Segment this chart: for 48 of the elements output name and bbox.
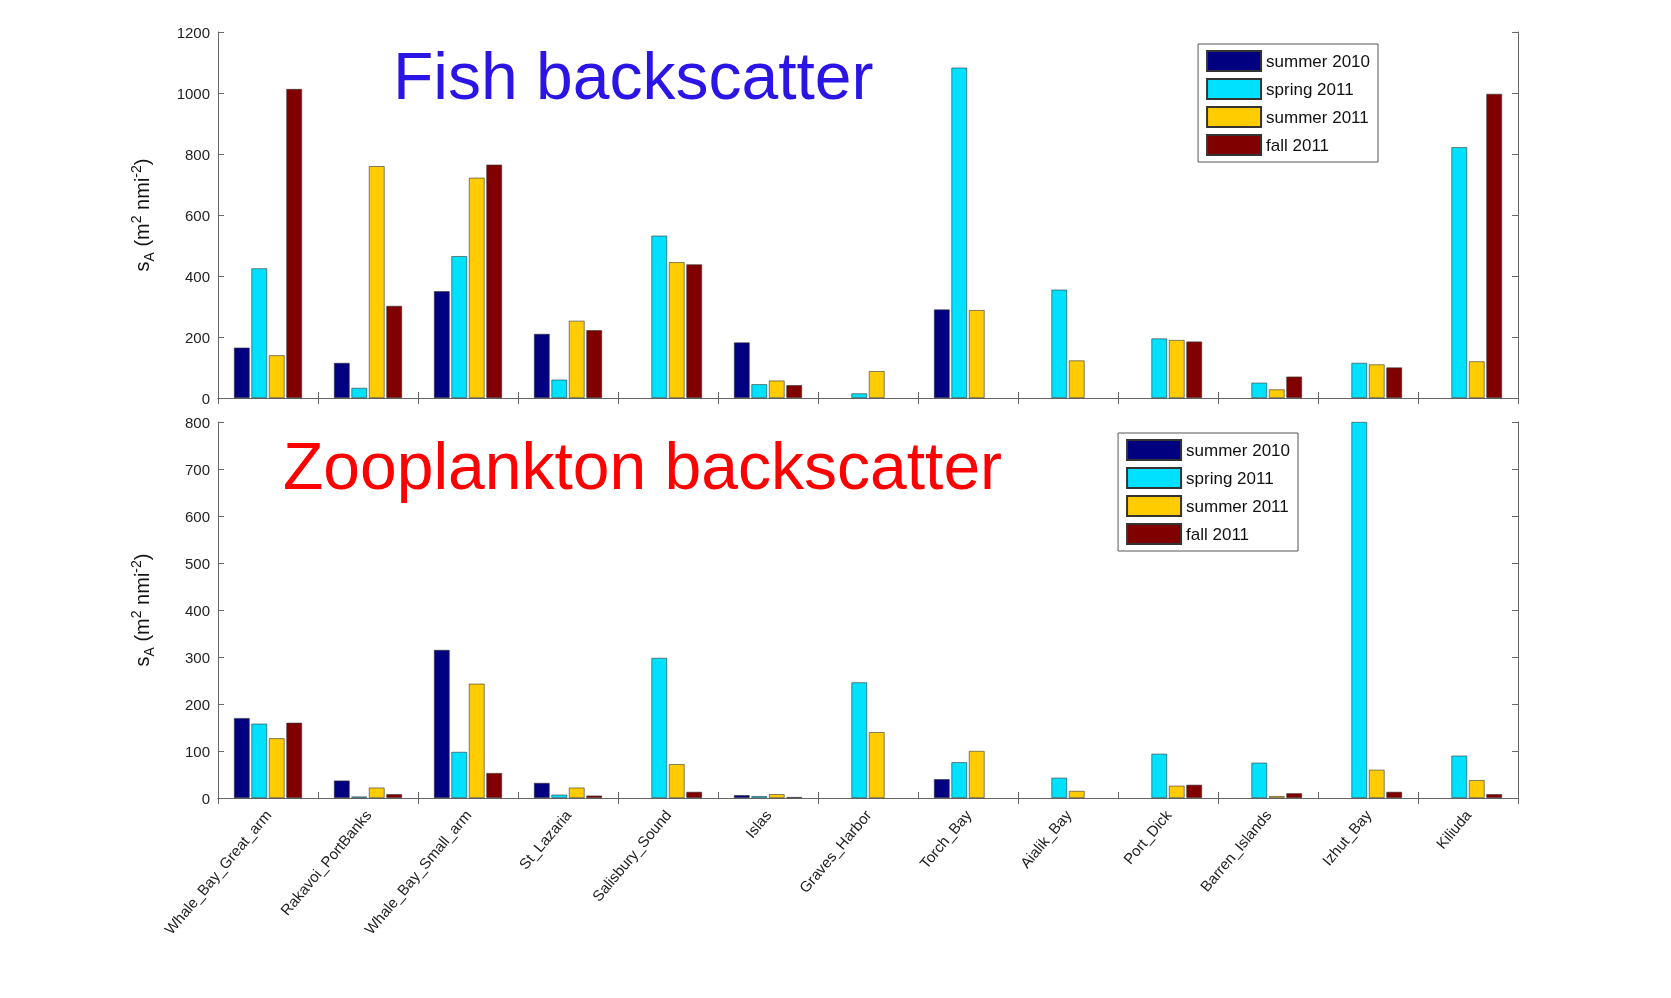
bar xyxy=(1051,289,1068,398)
y-axis-title: sA (m2 nmi-2) xyxy=(128,158,157,272)
y-tick-label: 800 xyxy=(184,413,210,431)
legend-label: summer 2011 xyxy=(1266,107,1369,127)
legend-label: summer 2010 xyxy=(1186,440,1290,460)
legend-label: spring 2011 xyxy=(1186,468,1274,488)
y-tick-label: 1200 xyxy=(176,23,210,41)
bar xyxy=(651,657,668,798)
chart-title: Fish backscatter xyxy=(393,39,874,113)
legend-label: spring 2011 xyxy=(1266,79,1354,99)
bar xyxy=(1251,382,1268,398)
bar xyxy=(851,682,868,798)
legend-label: fall 2011 xyxy=(1186,524,1250,544)
y-tick-label: 0 xyxy=(201,389,210,407)
bar xyxy=(1351,362,1368,398)
legend-label: summer 2010 xyxy=(1266,51,1370,71)
bar xyxy=(1251,762,1268,798)
bar xyxy=(851,393,868,398)
y-tick-label: 100 xyxy=(184,742,210,760)
y-axis-title: sA (m2 nmi-2) xyxy=(128,553,157,667)
bar xyxy=(1151,338,1168,398)
bar xyxy=(868,732,885,798)
y-tick-label: 400 xyxy=(184,601,210,619)
y-tick-label: 400 xyxy=(184,267,210,285)
bar xyxy=(1351,422,1368,798)
bar xyxy=(1451,147,1468,398)
bar xyxy=(1451,755,1468,798)
bar xyxy=(651,235,668,398)
bar xyxy=(968,310,985,398)
bar xyxy=(1051,777,1068,798)
legend-label: fall 2011 xyxy=(1266,135,1330,155)
y-tick-label: 300 xyxy=(184,648,210,666)
legend-label: summer 2011 xyxy=(1186,496,1289,516)
y-tick-label: 800 xyxy=(184,145,210,163)
y-tick-label: 0 xyxy=(201,789,210,807)
y-tick-label: 600 xyxy=(184,507,210,525)
bar xyxy=(968,751,985,798)
y-tick-label: 200 xyxy=(184,328,210,346)
chart-title: Zooplankton backscatter xyxy=(283,429,1003,503)
y-tick-label: 500 xyxy=(184,554,210,572)
bar xyxy=(1151,753,1168,798)
bar xyxy=(1068,360,1085,398)
bar xyxy=(1068,790,1085,798)
y-tick-label: 1000 xyxy=(176,84,210,102)
y-tick-label: 200 xyxy=(184,695,210,713)
bar xyxy=(868,371,885,398)
y-tick-label: 700 xyxy=(184,460,210,478)
y-tick-label: 600 xyxy=(184,206,210,224)
